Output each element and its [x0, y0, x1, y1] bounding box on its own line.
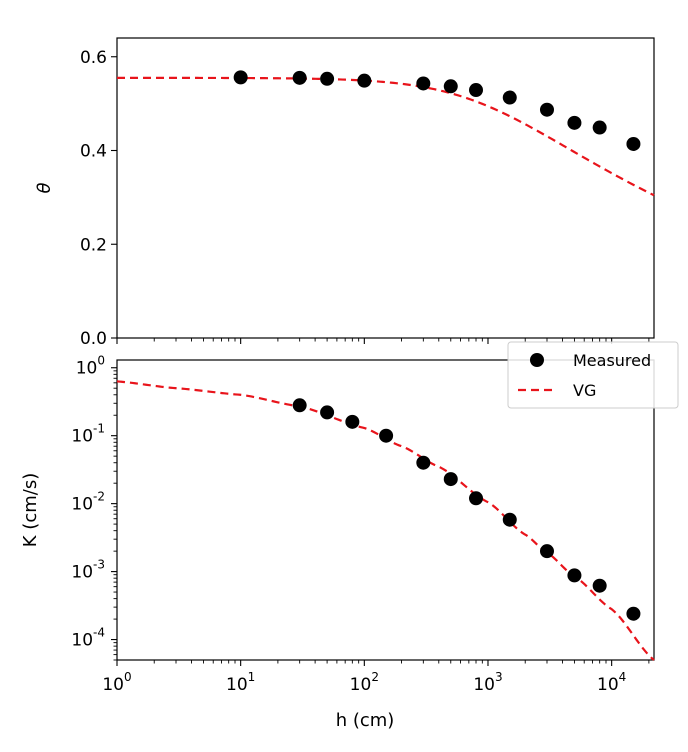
conductivity-y-tick-label: 10-1 — [71, 422, 105, 447]
conductivity-y-tick-label: 100 — [76, 354, 105, 379]
theta-panel: 0.0 0.2 0.4 0.6 θ — [34, 37, 655, 349]
legend-vg-label: VG — [573, 381, 596, 400]
theta-measured-point — [233, 70, 248, 85]
x-tick-label: 101 — [226, 670, 255, 695]
theta-measured-point — [567, 115, 582, 130]
conductivity-panel: 100 101 102 103 104 100 10-1 10-2 10-3 10-4 K (cm… — [20, 354, 655, 731]
theta-measured-point — [539, 102, 554, 117]
conductivity-measured-point — [443, 472, 458, 487]
theta-y-tick-label: 0.2 — [80, 235, 107, 255]
theta-axis-ticks: 0.0 0.2 0.4 0.6 — [80, 48, 650, 349]
conductivity-measured-point — [320, 405, 335, 420]
conductivity-axis-title: K (cm/s) — [20, 473, 41, 547]
theta-measured-point — [292, 70, 307, 85]
legend-measured-label: Measured — [573, 351, 651, 370]
legend: Measured VG — [507, 341, 679, 409]
x-tick-label: 100 — [102, 670, 131, 695]
theta-measured-point — [469, 83, 484, 98]
theta-measured-point — [357, 73, 372, 88]
x-tick-label: 102 — [350, 670, 379, 695]
conductivity-measured-point — [502, 512, 517, 527]
conductivity-measured-point — [592, 578, 607, 593]
x-tick-label: 103 — [473, 670, 502, 695]
conductivity-y-tick-label: 10-4 — [71, 626, 105, 651]
theta-measured-points — [233, 70, 641, 151]
x-tick-label: 104 — [597, 670, 626, 695]
conductivity-measured-point — [626, 606, 641, 621]
theta-measured-point — [443, 79, 458, 94]
conductivity-measured-point — [469, 491, 484, 506]
conductivity-measured-point — [292, 398, 307, 413]
conductivity-measured-point — [379, 428, 394, 443]
conductivity-vg-fit-line — [116, 380, 655, 661]
theta-y-tick-label: 0.6 — [80, 48, 107, 68]
conductivity-measured-point — [539, 544, 554, 559]
theta-measured-point — [502, 90, 517, 105]
theta-axis-title: θ — [34, 182, 55, 193]
theta-measured-point — [626, 136, 641, 151]
conductivity-measured-point — [567, 568, 582, 583]
theta-y-tick-label: 0.0 — [80, 329, 107, 349]
theta-measured-point — [320, 71, 335, 86]
theta-vg-fit-line — [117, 76, 655, 197]
conductivity-measured-points — [292, 398, 641, 621]
theta-measured-point — [416, 76, 431, 91]
theta-plot-frame — [116, 37, 655, 339]
conductivity-measured-point — [416, 455, 431, 470]
legend-box — [507, 341, 679, 409]
theta-measured-point — [592, 120, 607, 135]
h-axis-title: h (cm) — [336, 710, 395, 731]
conductivity-axis-ticks: 100 101 102 103 104 100 10-1 10-2 10-3 10-4 — [71, 354, 650, 695]
conductivity-y-tick-label: 10-2 — [71, 490, 105, 515]
legend-measured-marker — [530, 353, 544, 367]
conductivity-measured-point — [345, 414, 360, 429]
theta-y-tick-label: 0.4 — [80, 142, 107, 162]
conductivity-y-tick-label: 10-3 — [71, 558, 105, 583]
